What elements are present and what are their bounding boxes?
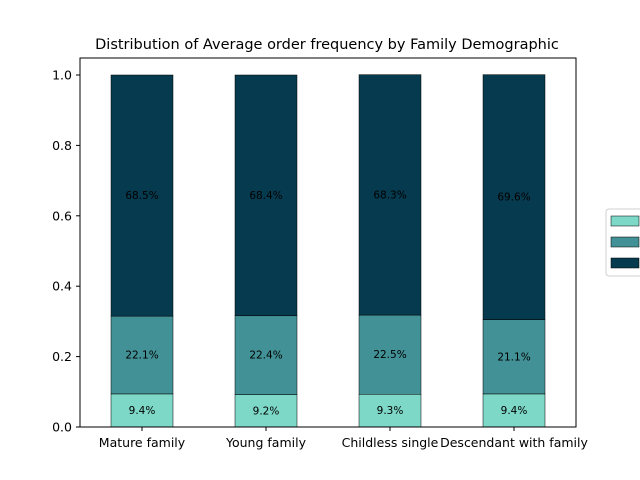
data-label: 9.4% (501, 405, 528, 417)
bar-segment (110, 393, 174, 428)
bar-segment (482, 74, 546, 320)
y-tick-label: 0.0 (52, 420, 72, 435)
x-tick-label: Childless single (342, 435, 439, 450)
y-tick-label: 0.8 (52, 138, 72, 153)
data-label: 69.6% (497, 192, 530, 204)
y-tick-label: 0.4 (52, 279, 72, 294)
chart-title: Distribution of Average order frequency … (95, 37, 559, 53)
data-label: 21.1% (497, 351, 530, 363)
bar-segment (482, 393, 546, 428)
y-axis: 0.0 0.2 0.4 0.6 0.8 1.0 (52, 68, 80, 435)
data-label: 22.5% (373, 349, 406, 361)
bar-segment (358, 314, 422, 395)
bar-segment (234, 394, 298, 428)
legend-swatch (610, 257, 640, 269)
data-label: 9.4% (129, 405, 156, 417)
data-labels-group: 9.4% 22.1% 68.5% 9.2% 22.4% 68.4% 9.3% 22.5% 68.… (125, 189, 530, 417)
bar-segment (234, 315, 298, 395)
x-tick-label: Young family (225, 435, 307, 450)
x-axis: Mature family Young family Childless singl… (99, 427, 588, 450)
legend-swatch (610, 236, 640, 248)
y-tick-label: 0.6 (52, 208, 72, 223)
x-tick-label: Mature family (99, 435, 186, 450)
bar-segment (358, 74, 422, 316)
data-label: 22.1% (125, 350, 158, 362)
data-label: 68.5% (125, 190, 158, 202)
bar-segment (482, 319, 546, 395)
plot-area-frame (79, 57, 577, 428)
data-label: 9.3% (377, 405, 404, 417)
legend (605, 208, 640, 277)
bars-group (110, 74, 546, 428)
data-label: 68.3% (373, 189, 406, 201)
y-tick-label: 0.2 (52, 349, 72, 364)
data-label: 68.4% (249, 190, 282, 202)
bar-segment (110, 315, 174, 395)
data-label: 9.2% (253, 405, 280, 417)
bar-segment (234, 74, 298, 317)
bar-segment (110, 74, 174, 317)
x-tick-label: Descendant with family (440, 435, 588, 450)
data-label: 22.4% (249, 350, 282, 362)
legend-swatch (610, 215, 640, 227)
y-tick-label: 1.0 (52, 68, 72, 83)
